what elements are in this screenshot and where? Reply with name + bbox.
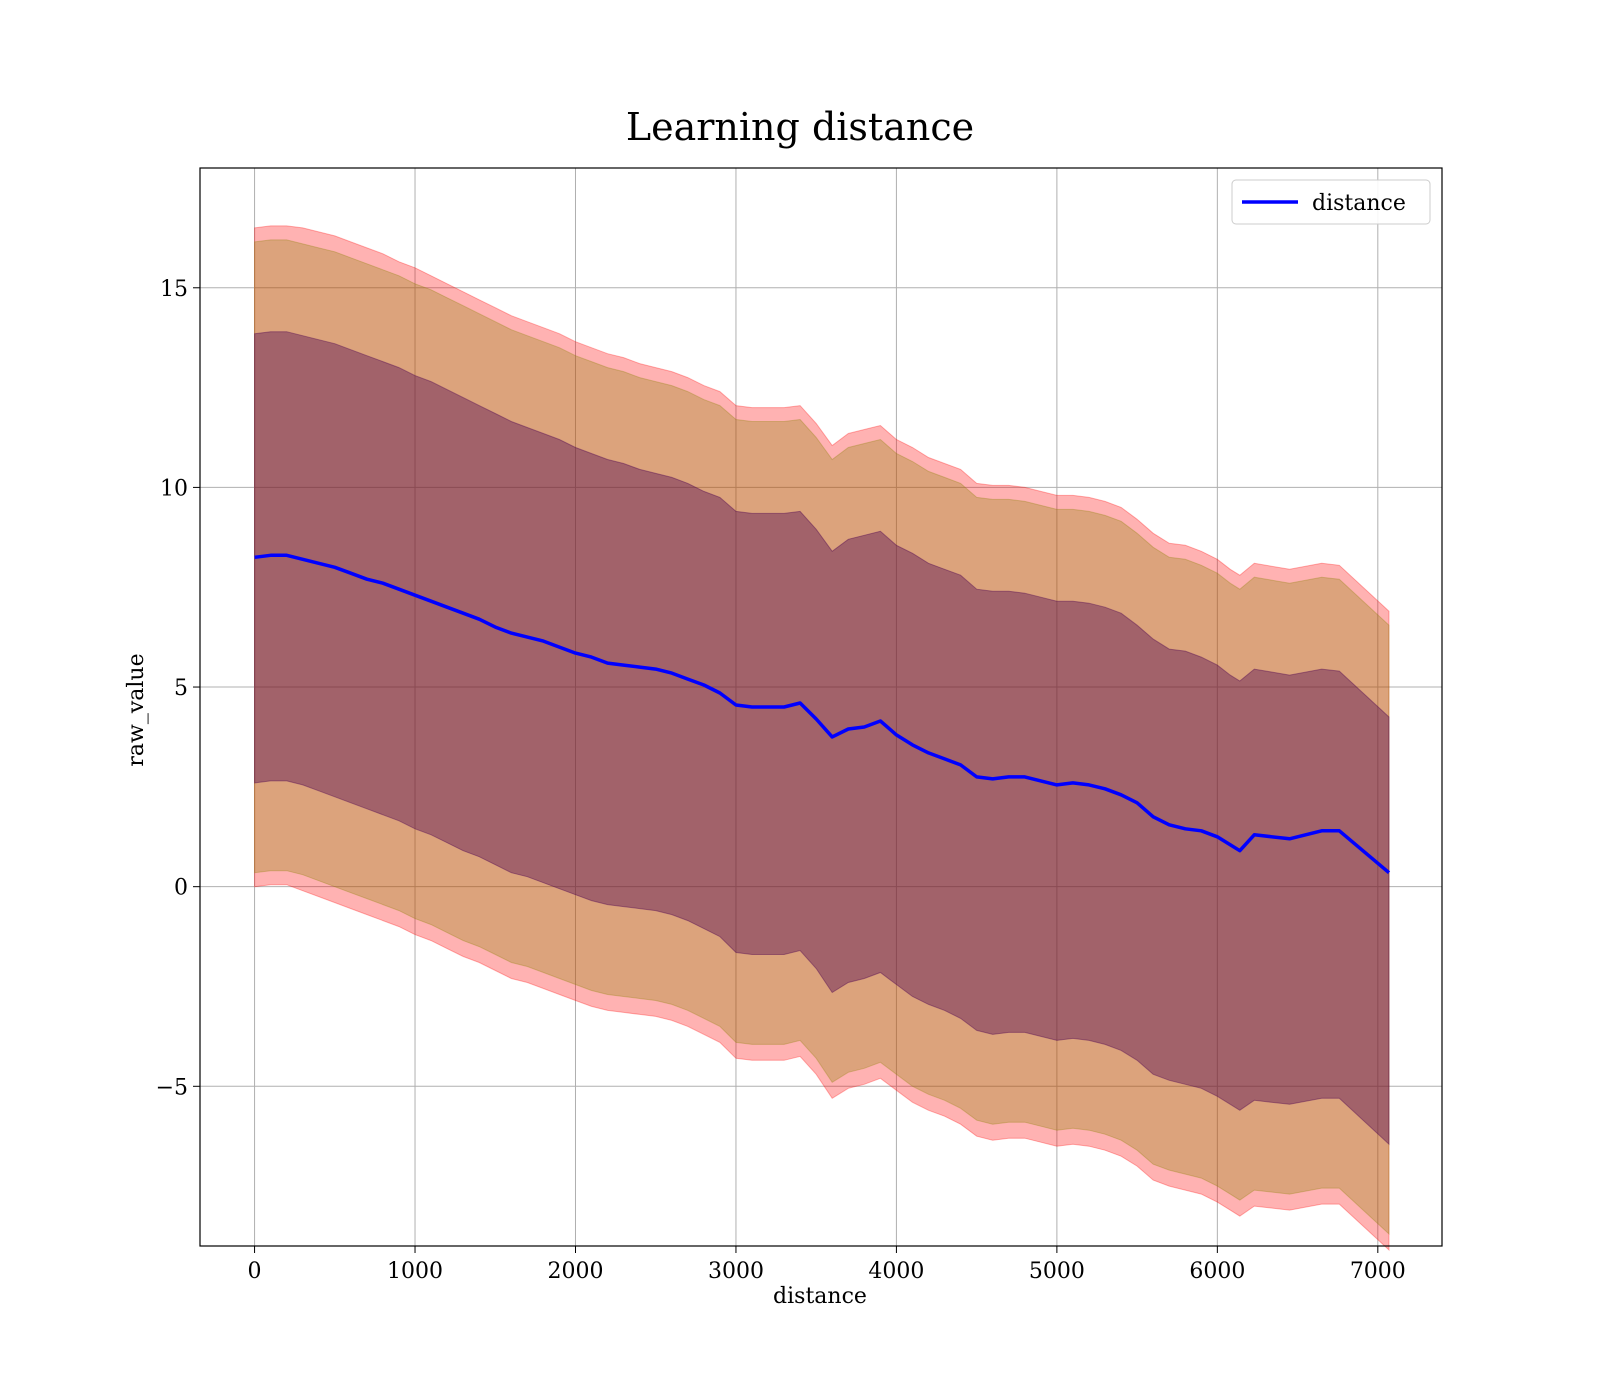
- series-line-distance: [254, 553, 1391, 875]
- x-tick-label: 5000: [1029, 1259, 1085, 1284]
- y-axis-label: raw_value: [124, 653, 149, 766]
- legend-label: distance: [1312, 191, 1406, 216]
- chart-title: Learning distance: [626, 105, 974, 149]
- legend: distance: [1231, 179, 1431, 225]
- legend-box: [1231, 179, 1431, 225]
- y-tick-label: 5: [174, 676, 188, 701]
- y-tick-label: 0: [174, 876, 188, 901]
- band-outer: [254, 225, 1390, 1252]
- plot-area: 0 1000 2000 3000 4000 5000 6000 7000 −5 0 5 10 15 dis…: [156, 167, 1443, 1284]
- y-tick-label: 15: [160, 277, 188, 302]
- band-middle: [254, 239, 1390, 1236]
- x-tick-label: 7000: [1350, 1259, 1406, 1284]
- x-tick-label: 1000: [387, 1259, 443, 1284]
- axes-frame: [199, 167, 1443, 1247]
- x-tick-label: 6000: [1189, 1259, 1245, 1284]
- x-axis-label: distance: [773, 1284, 867, 1309]
- y-tick-label: 10: [160, 476, 188, 501]
- x-tick-label: 2000: [547, 1259, 603, 1284]
- band-inner: [254, 331, 1390, 1146]
- x-tick-label: 0: [248, 1259, 262, 1284]
- y-tick-label: −5: [156, 1075, 188, 1100]
- x-tick-label: 3000: [708, 1259, 764, 1284]
- x-tick-label: 4000: [868, 1259, 924, 1284]
